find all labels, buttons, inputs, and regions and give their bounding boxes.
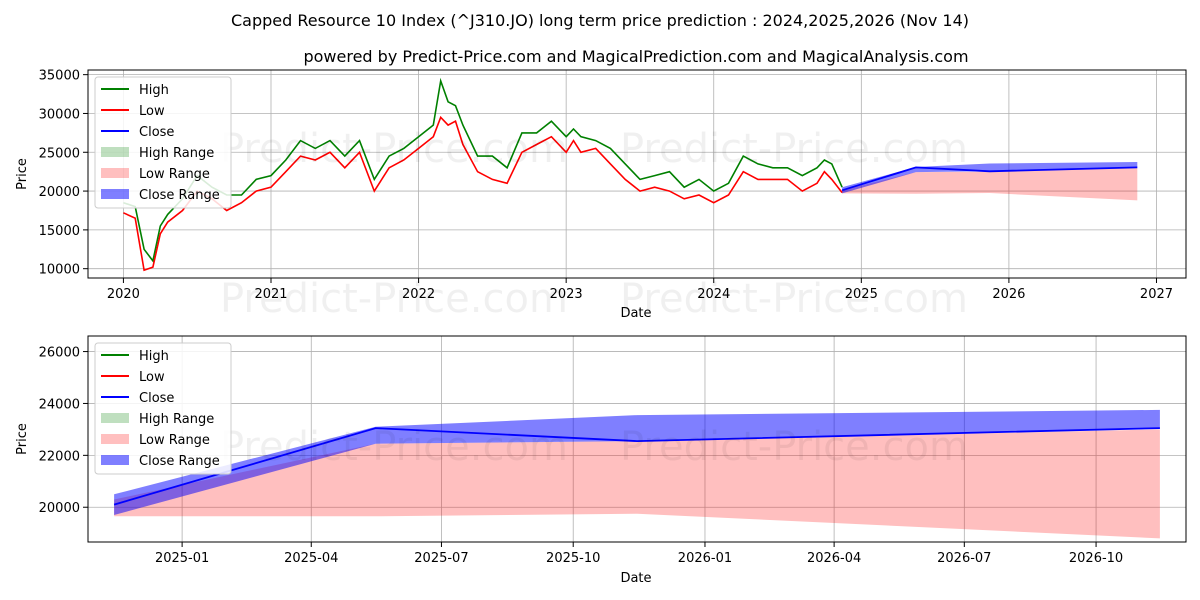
chart-title: Capped Resource 10 Index (^J310.JO) long… xyxy=(231,11,969,30)
bottom-legend-label-low-range: Low Range xyxy=(139,433,210,448)
bottom-x-tick-label: 2026-01 xyxy=(678,551,732,566)
top-plot-marks xyxy=(123,77,1138,272)
top-x-tick-label: 2021 xyxy=(254,287,287,302)
chart-subtitle: powered by Predict-Price.com and Magical… xyxy=(303,47,968,66)
top-axis-ticks: 2020 2021 2022 2023 2024 2025 2026 2027 10000 150… xyxy=(39,69,1173,302)
bottom-y-tick-label: 24000 xyxy=(39,397,80,412)
bottom-plot-marks xyxy=(113,343,1160,539)
top-y-tick-label: 35000 xyxy=(39,69,80,84)
watermark-top-2: Predict-Price.com xyxy=(620,126,968,172)
top-legend-label-close-range: Close Range xyxy=(139,188,220,203)
bottom-series-group xyxy=(113,343,1160,539)
bottom-y-tick-label: 22000 xyxy=(39,449,80,464)
bottom-y-tick-label: 20000 xyxy=(39,501,80,516)
top-legend-label-high-range: High Range xyxy=(139,146,214,161)
top-series-group xyxy=(123,77,1138,272)
bottom-legend-swatch-low-range xyxy=(101,434,129,444)
close-forecast-line xyxy=(113,427,1160,506)
top-x-tick-label: 2027 xyxy=(1140,287,1173,302)
low-range-band xyxy=(114,429,1160,539)
top-x-tick-label: 2020 xyxy=(107,287,140,302)
bottom-y-axis-label: Price xyxy=(15,423,30,455)
top-x-tick-label: 2026 xyxy=(992,287,1025,302)
watermark-bottom-2: Predict-Price.com xyxy=(620,424,968,470)
bottom-legend-label-high-range: High Range xyxy=(139,412,214,427)
top-x-tick-label: 2022 xyxy=(402,287,435,302)
watermark-bottom-1: Predict-Price.com xyxy=(220,424,568,470)
bottom-y-tick-label: 26000 xyxy=(39,346,80,361)
bottom-legend: High Low Close High Range Low Range Close Ran… xyxy=(94,342,232,475)
bottom-gridlines xyxy=(88,336,1186,542)
top-legend-label-low: Low xyxy=(139,104,165,119)
bottom-x-tick-label: 2025-04 xyxy=(284,551,338,566)
close-forecast-line xyxy=(841,166,1138,192)
bottom-legend-label-high: High xyxy=(139,349,169,364)
top-y-tick-label: 30000 xyxy=(39,107,80,122)
top-y-tick-label: 15000 xyxy=(39,224,80,239)
bottom-panel: Predict-Price.com Predict-Price.com 2025… xyxy=(15,335,1187,586)
watermark-top-4: Predict-Price.com xyxy=(620,276,968,322)
low-series-line xyxy=(123,115,843,272)
top-legend-label-low-range: Low Range xyxy=(139,167,210,182)
watermark-top-3: Predict-Price.com xyxy=(220,276,568,322)
bottom-x-tick-label: 2026-10 xyxy=(1069,551,1123,566)
bottom-x-tick-label: 2026-04 xyxy=(807,551,861,566)
top-legend-swatch-low-range xyxy=(101,168,129,178)
top-y-axis-label: Price xyxy=(15,158,30,190)
bottom-legend-swatch-high-range xyxy=(101,413,129,423)
top-y-tick-label: 25000 xyxy=(39,146,80,161)
bottom-plot-frame xyxy=(87,335,1187,543)
bottom-x-tick-label: 2025-07 xyxy=(414,551,468,566)
watermark-top-1: Predict-Price.com xyxy=(220,126,568,172)
top-legend-swatch-high-range xyxy=(101,147,129,157)
bottom-legend-label-low: Low xyxy=(139,370,165,385)
bottom-x-tick-label: 2025-01 xyxy=(155,551,209,566)
top-plot-frame xyxy=(87,69,1187,279)
top-x-tick-label: 2023 xyxy=(550,287,583,302)
top-legend-label-close: Close xyxy=(139,125,174,140)
bottom-x-tick-label: 2025-10 xyxy=(546,551,600,566)
top-x-tick-label: 2024 xyxy=(697,287,730,302)
top-legend-label-high: High xyxy=(139,83,169,98)
top-gridlines xyxy=(88,70,1186,278)
bottom-x-axis-label: Date xyxy=(620,571,651,586)
top-y-tick-label: 20000 xyxy=(39,185,80,200)
low-range-band xyxy=(842,167,1138,201)
bottom-legend-label-close-range: Close Range xyxy=(139,454,220,469)
bottom-legend-label-close: Close xyxy=(139,391,174,406)
close-range-band xyxy=(114,409,1160,515)
bottom-x-tick-label: 2026-07 xyxy=(937,551,991,566)
top-legend: High Low Close High Range Low Range Close Ran… xyxy=(94,76,232,209)
top-x-axis-label: Date xyxy=(620,306,651,321)
top-legend-swatch-close-range xyxy=(101,189,129,199)
top-panel: Predict-Price.com Predict-Price.com Pred… xyxy=(15,69,1187,322)
bottom-axis-ticks: 2025-01 2025-04 2025-07 2025-10 2026-01 2026-… xyxy=(39,346,1124,566)
top-y-tick-label: 10000 xyxy=(39,263,80,278)
top-x-tick-label: 2025 xyxy=(845,287,878,302)
close-range-band xyxy=(842,162,1138,194)
bottom-legend-swatch-close-range xyxy=(101,455,129,465)
